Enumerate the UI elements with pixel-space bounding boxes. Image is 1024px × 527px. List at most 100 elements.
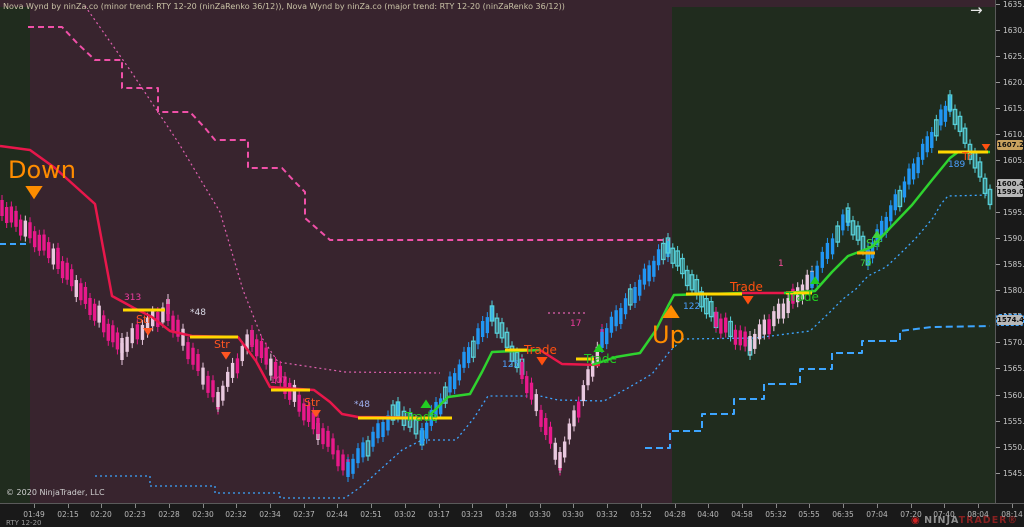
down-triangle-icon xyxy=(25,186,43,200)
chart-label: 189 xyxy=(948,160,965,170)
time-tick xyxy=(270,504,271,508)
price-marker-badge: 1607.2 xyxy=(997,140,1024,150)
price-tick xyxy=(996,212,1000,213)
chart-label: 122 xyxy=(683,302,700,312)
chart-label: 17 xyxy=(570,319,581,329)
time-tick-label: 02:28 xyxy=(158,510,180,519)
time-tick xyxy=(708,504,709,508)
price-tick-label: 1580.0 xyxy=(1003,286,1024,295)
instrument-label: RTY 12-20 xyxy=(6,519,42,527)
price-marker-badge: 1599.0 xyxy=(997,187,1024,197)
time-tick xyxy=(101,504,102,508)
trade-up-2-icon xyxy=(593,343,605,352)
price-tick-label: 1620.0 xyxy=(1003,78,1024,87)
time-tick-label: 02:15 xyxy=(57,510,79,519)
price-tick-label: 1570.0 xyxy=(1003,338,1024,347)
time-tick xyxy=(34,504,35,508)
chart-label: Tr xyxy=(961,150,972,163)
price-tick xyxy=(996,134,1000,135)
price-tick xyxy=(996,56,1000,57)
time-tick xyxy=(776,504,777,508)
price-tick-label: 1545.0 xyxy=(1003,469,1024,478)
time-tick xyxy=(944,504,945,508)
chart-label: Trade xyxy=(785,290,819,304)
time-tick xyxy=(304,504,305,508)
major-stop-pink-dashed xyxy=(28,26,670,241)
price-tick-label: 1585.0 xyxy=(1003,260,1024,269)
time-tick-label: 04:58 xyxy=(731,510,753,519)
time-tick-label: 04:28 xyxy=(664,510,686,519)
price-tick xyxy=(996,4,1000,5)
chart-label: 79 xyxy=(860,259,872,269)
price-tick-label: 1610.0 xyxy=(1003,130,1024,139)
time-tick-label: 07:40 xyxy=(933,510,955,519)
str-arrow-2-icon xyxy=(221,352,231,360)
time-tick-label: 06:35 xyxy=(832,510,854,519)
watermark-ninja: NINJA xyxy=(924,515,959,526)
price-tick-label: 1635.0 xyxy=(1003,0,1024,9)
minor-stop-blue-dotted xyxy=(95,194,991,499)
time-tick xyxy=(169,504,170,508)
ninjatrader-watermark: ◉ NINJATRADER® xyxy=(911,515,1018,526)
price-axis[interactable]: 1635.0 1630.0 1625.0 1620.0 1615.0 1610.0 1605… xyxy=(995,0,1024,503)
price-tick xyxy=(996,290,1000,291)
time-tick-label: 08:04 xyxy=(967,510,989,519)
time-tick xyxy=(135,504,136,508)
time-tick-label: 07:20 xyxy=(900,510,922,519)
time-tick xyxy=(203,504,204,508)
chart-label: Up xyxy=(652,321,685,349)
trade-down-1-icon xyxy=(536,357,548,366)
time-tick-label: 04:40 xyxy=(697,510,719,519)
price-tick xyxy=(996,473,1000,474)
str-arrow-3-icon xyxy=(311,410,321,418)
str-arrow-1-icon xyxy=(143,328,153,336)
time-tick xyxy=(337,504,338,508)
time-tick-label: 02:37 xyxy=(293,510,315,519)
price-tick-label: 1590.0 xyxy=(1003,234,1024,243)
chart-label: 107 xyxy=(270,376,287,386)
price-tick-label: 1625.0 xyxy=(1003,52,1024,61)
time-tick xyxy=(978,504,979,508)
time-tick-label: 03:23 xyxy=(461,510,483,519)
price-tick-label: 1565.0 xyxy=(1003,364,1024,373)
time-tick xyxy=(843,504,844,508)
up-trend-green-2 xyxy=(591,291,745,367)
price-tick-label: 1605.0 xyxy=(1003,156,1024,165)
renko-chart[interactable]: Down Up 313 Str *48 Str 107 Str *48 Trade 125 Trade… xyxy=(0,0,995,503)
chart-label: Trade xyxy=(583,352,617,366)
price-tick xyxy=(996,421,1000,422)
price-tick-label: 1595.0 xyxy=(1003,208,1024,217)
price-marker-badge: 1574.4 xyxy=(996,314,1024,326)
time-tick-label: 02:34 xyxy=(259,510,281,519)
time-tick-label: 03:32 xyxy=(596,510,618,519)
price-tick-label: 1615.0 xyxy=(1003,104,1024,113)
time-tick xyxy=(540,504,541,508)
chart-label: Str xyxy=(214,338,230,351)
up-trend-green-3 xyxy=(783,150,990,295)
time-tick-label: 03:02 xyxy=(394,510,416,519)
str-up-green-icon xyxy=(872,230,882,238)
price-tick-label: 1550.0 xyxy=(1003,443,1024,452)
time-tick xyxy=(439,504,440,508)
time-tick-label: 02:32 xyxy=(225,510,247,519)
time-tick xyxy=(68,504,69,508)
time-tick-label: 08:14 xyxy=(1001,510,1023,519)
price-tick xyxy=(996,342,1000,343)
chart-label: *48 xyxy=(190,308,206,318)
time-tick-label: 03:30 xyxy=(562,510,584,519)
time-tick xyxy=(809,504,810,508)
time-tick xyxy=(506,504,507,508)
time-tick-label: 02:23 xyxy=(124,510,146,519)
ninjatrader-logo-icon: ◉ xyxy=(911,515,920,526)
copyright-text: © 2020 NinjaTrader, LLC xyxy=(6,488,105,497)
scroll-right-arrow-icon[interactable]: → xyxy=(970,1,983,19)
chart-label: Trade xyxy=(404,410,438,424)
chart-label: *48 xyxy=(354,400,370,410)
chart-label: Trade xyxy=(729,280,763,294)
chart-canvas[interactable]: Down Up 313 Str *48 Str 107 Str *48 Trade 125 Trade… xyxy=(0,0,995,503)
time-axis[interactable]: RTY 12-20 ◉ NINJATRADER® 01:49 02:15 02:20… xyxy=(0,503,1024,527)
price-tick xyxy=(996,238,1000,239)
chart-label: Str xyxy=(136,313,152,326)
stop-lines xyxy=(0,5,991,499)
